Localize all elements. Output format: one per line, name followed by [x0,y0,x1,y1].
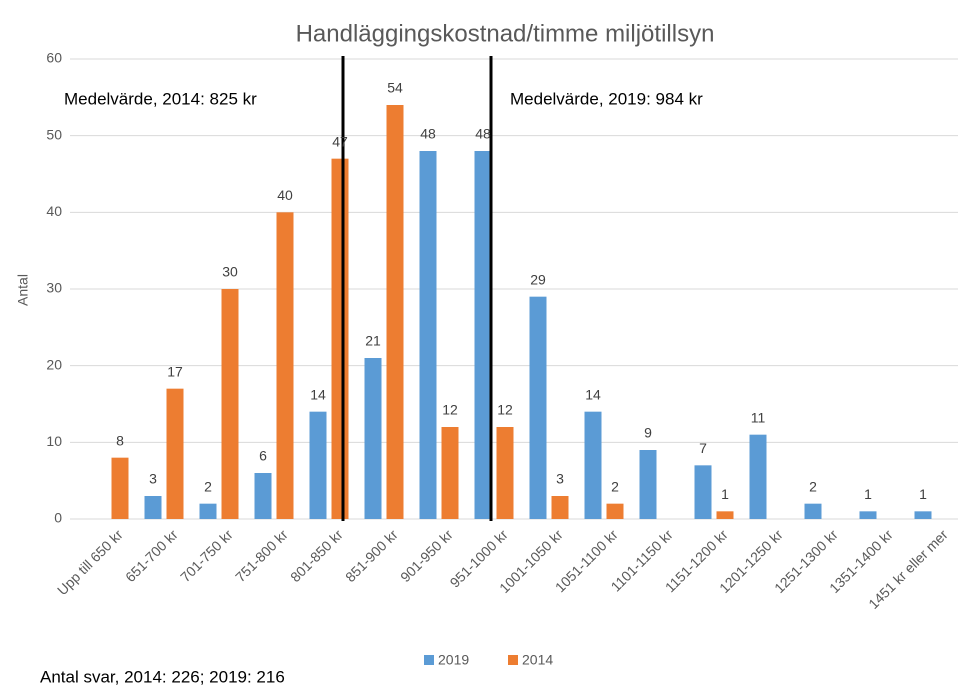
x-tick-label: 701-750 kr [177,526,236,585]
bar [529,296,547,519]
data-label: 30 [222,264,238,280]
annotation: Medelvärde, 2014: 825 kr [64,89,257,108]
bar [496,427,514,519]
x-tick-label: 851-900 kr [342,526,401,585]
bar [914,511,932,519]
data-label: 40 [277,187,293,203]
x-tick-label: Upp till 650 kr [54,526,126,598]
data-label: 17 [167,363,183,379]
y-axis-label: Antal [15,274,31,306]
bar [331,158,349,519]
data-label: 6 [259,448,267,464]
data-label: 1 [721,486,729,502]
data-label: 48 [475,126,491,142]
data-label: 3 [149,471,157,487]
bars [111,105,932,520]
bar [386,105,404,519]
bar [199,503,217,519]
data-label: 54 [387,80,403,96]
bar [221,289,239,519]
bar [606,503,624,519]
y-tick-label: 20 [46,356,62,372]
y-tick-label: 40 [46,203,62,219]
grid [70,58,958,520]
data-label: 9 [644,425,652,441]
data-label: 48 [420,126,436,142]
x-tick-label: 751-800 kr [232,526,291,585]
data-label: 21 [365,333,381,349]
data-label: 2 [204,478,212,494]
bar [474,151,492,519]
bar [551,496,569,519]
data-label: 14 [585,386,601,402]
bar [749,434,767,519]
y-tick-label: 10 [46,433,62,449]
data-label: 47 [332,133,348,149]
bar [804,503,822,519]
y-tick-label: 30 [46,280,62,296]
legend-swatch [508,655,518,665]
bar [639,450,657,519]
x-tick-label: 651-700 kr [122,526,181,585]
data-label: 1 [864,486,872,502]
data-label: 1 [919,486,927,502]
bar [716,511,734,519]
y-tick-label: 0 [54,510,62,526]
data-label: 11 [751,409,766,425]
bar [111,457,129,519]
bar [441,427,459,519]
y-tick-label: 50 [46,126,62,142]
data-label: 7 [699,440,707,456]
data-label: 14 [310,386,326,402]
data-label: 2 [611,478,619,494]
x-tick-label: 901-950 kr [397,526,456,585]
legend-swatch [424,655,434,665]
data-label: 12 [442,402,458,418]
y-tick-label: 60 [46,50,62,66]
bar [276,212,294,520]
bar [364,358,382,519]
legend-label: 2019 [438,652,469,668]
bar [309,411,327,519]
data-label: 3 [556,471,564,487]
bar [584,411,602,519]
footnote: Antal svar, 2014: 226; 2019: 216 [40,667,285,686]
data-label: 29 [530,271,546,287]
bar [419,151,437,519]
annotation: Medelvärde, 2019: 984 kr [510,89,703,108]
x-tick-label: 801-850 kr [287,526,346,585]
data-label: 8 [116,432,124,448]
bar [144,496,162,519]
bar [859,511,877,519]
data-label: 12 [497,402,513,418]
legend-label: 2014 [522,652,553,668]
bar [166,388,184,519]
bar [254,473,272,519]
bar [694,465,712,519]
chart-title: Handläggingskostnad/timme miljötillsyn [296,20,715,47]
data-label: 2 [809,478,817,494]
